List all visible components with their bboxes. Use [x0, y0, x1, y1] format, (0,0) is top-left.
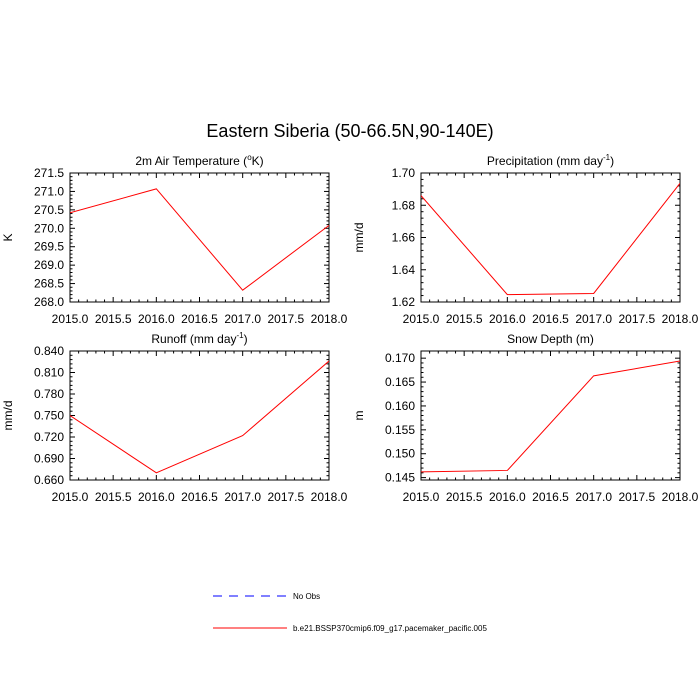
- y-tick-label: 0.155: [385, 423, 415, 437]
- plot-frame: [420, 350, 681, 481]
- y-axis-label: K: [1, 233, 15, 241]
- series-line-1: [70, 360, 329, 474]
- x-tick-label: 2017.0: [224, 312, 261, 326]
- x-tick-label: 2015.5: [446, 312, 483, 326]
- panel-title-superscript: o: [247, 153, 252, 162]
- x-tick-label: 2016.0: [138, 490, 175, 504]
- panel-title-main: 2m Air Temperature (: [135, 154, 247, 168]
- y-tick-label: 268.5: [34, 277, 64, 291]
- legend-label-no-obs: No Obs: [293, 592, 320, 601]
- panel-title-end: ): [610, 154, 614, 168]
- x-tick-label: 2015.5: [95, 490, 132, 504]
- y-tick-label: 0.780: [34, 387, 64, 401]
- x-tick-label: 2018.0: [311, 490, 348, 504]
- panel-title-end: K): [252, 154, 264, 168]
- x-tick-label: 2017.0: [575, 490, 612, 504]
- panel-title-main: Snow Depth (m): [507, 332, 594, 346]
- x-tick-label: 2015.0: [52, 312, 89, 326]
- y-tick-label: 0.840: [34, 344, 64, 358]
- x-tick-label: 2018.0: [662, 312, 699, 326]
- x-tick-label: 2016.0: [138, 312, 175, 326]
- series-line-1: [421, 183, 680, 296]
- x-tick-label: 2017.5: [267, 490, 304, 504]
- x-tick-label: 2017.0: [575, 312, 612, 326]
- panel-title-superscript: -1: [237, 331, 245, 340]
- y-tick-label: 1.70: [392, 166, 416, 180]
- chart-panel-1: 2015.0 2015.5 2016.0 2016.5 2017.0 2017.5 2018…: [1, 153, 348, 326]
- y-tick-label: 0.165: [385, 375, 415, 389]
- x-tick-label: 2016.0: [489, 312, 526, 326]
- x-tick-label: 2016.0: [489, 490, 526, 504]
- legend-label-model: b.e21.BSSP370cmip6.f09_g17.pacemaker_pac…: [293, 624, 487, 633]
- figure-title: Eastern Siberia (50-66.5N,90-140E): [206, 121, 493, 141]
- panel-title-main: Precipitation (mm day: [487, 154, 603, 168]
- x-tick-label: 2015.5: [446, 490, 483, 504]
- panel-title: Snow Depth (m): [507, 332, 594, 346]
- x-tick-label: 2015.5: [95, 312, 132, 326]
- panels-group: 2015.0 2015.5 2016.0 2016.5 2017.0 2017.5 2018…: [1, 153, 699, 504]
- x-tick-label: 2016.5: [181, 312, 218, 326]
- panel-title-end: ): [244, 332, 248, 346]
- series-line-1: [421, 360, 680, 473]
- y-tick-label: 0.750: [34, 409, 64, 423]
- y-tick-label: 1.68: [392, 198, 416, 212]
- y-tick-label: 0.145: [385, 471, 415, 485]
- x-tick-label: 2017.0: [224, 490, 261, 504]
- y-axis-label: mm/d: [352, 223, 366, 253]
- y-tick-label: 270.0: [34, 221, 64, 235]
- y-tick-label: 269.0: [34, 258, 64, 272]
- y-tick-label: 1.62: [392, 295, 416, 309]
- y-tick-label: 0.660: [34, 473, 64, 487]
- x-tick-label: 2016.5: [532, 490, 569, 504]
- y-tick-label: 270.5: [34, 203, 64, 217]
- y-tick-label: 1.64: [392, 263, 416, 277]
- legend: No Obs b.e21.BSSP370cmip6.f09_g17.pacema…: [213, 592, 487, 633]
- plot-frame: [420, 172, 681, 303]
- x-tick-label: 2017.5: [267, 312, 304, 326]
- panel-title: 2m Air Temperature (oK): [135, 153, 263, 168]
- plot-frame: [69, 172, 330, 303]
- y-axis-label: mm/d: [1, 401, 15, 431]
- x-tick-label: 2016.5: [532, 312, 569, 326]
- y-tick-label: 271.0: [34, 184, 64, 198]
- y-tick-label: 269.5: [34, 240, 64, 254]
- y-tick-label: 0.170: [385, 351, 415, 365]
- plot-frame: [69, 350, 330, 481]
- y-tick-label: 0.810: [34, 366, 64, 380]
- x-tick-label: 2017.5: [618, 490, 655, 504]
- y-tick-label: 0.160: [385, 399, 415, 413]
- x-tick-label: 2015.0: [403, 490, 440, 504]
- x-tick-label: 2015.0: [403, 312, 440, 326]
- panel-title-main: Runoff (mm day: [151, 332, 236, 346]
- y-tick-label: 0.720: [34, 430, 64, 444]
- panel-title: Precipitation (mm day-1): [487, 153, 614, 168]
- x-tick-label: 2015.0: [52, 490, 89, 504]
- y-tick-label: 271.5: [34, 166, 64, 180]
- x-tick-label: 2018.0: [311, 312, 348, 326]
- chart-panel-3: 2015.0 2015.5 2016.0 2016.5 2017.0 2017.5 2018…: [1, 331, 348, 504]
- chart-panel-2: 2015.0 2015.5 2016.0 2016.5 2017.0 2017.5 2018…: [352, 153, 699, 326]
- x-tick-label: 2018.0: [662, 490, 699, 504]
- y-tick-label: 0.150: [385, 447, 415, 461]
- series-line-1: [70, 188, 329, 291]
- y-tick-label: 0.690: [34, 452, 64, 466]
- panel-title-superscript: -1: [603, 153, 611, 162]
- x-tick-label: 2016.5: [181, 490, 218, 504]
- panel-title: Runoff (mm day-1): [151, 331, 247, 346]
- y-tick-label: 1.66: [392, 231, 416, 245]
- x-tick-label: 2017.5: [618, 312, 655, 326]
- chart-panel-4: 2015.0 2015.5 2016.0 2016.5 2017.0 2017.5 2018…: [352, 332, 699, 504]
- y-tick-label: 268.0: [34, 295, 64, 309]
- y-axis-label: m: [352, 411, 366, 421]
